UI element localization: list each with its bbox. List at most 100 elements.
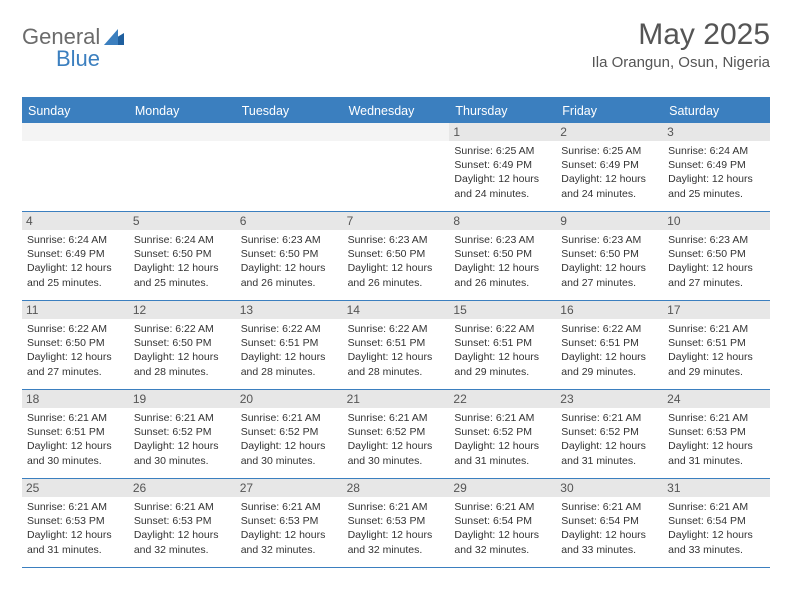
- calendar-cell: 7Sunrise: 6:23 AMSunset: 6:50 PMDaylight…: [343, 212, 450, 300]
- day-info-line: Sunrise: 6:23 AM: [454, 233, 551, 247]
- day-info-line: Sunset: 6:51 PM: [27, 425, 124, 439]
- day-info-line: Sunrise: 6:21 AM: [134, 500, 231, 514]
- day-number: 25: [22, 479, 129, 497]
- day-info: Sunrise: 6:24 AMSunset: 6:50 PMDaylight:…: [134, 233, 231, 290]
- day-info-line: Sunset: 6:53 PM: [668, 425, 765, 439]
- day-info-line: Sunrise: 6:24 AM: [134, 233, 231, 247]
- day-info: Sunrise: 6:24 AMSunset: 6:49 PMDaylight:…: [27, 233, 124, 290]
- calendar-cell: 19Sunrise: 6:21 AMSunset: 6:52 PMDayligh…: [129, 390, 236, 478]
- day-info-line: Daylight: 12 hours: [668, 350, 765, 364]
- day-info-line: and 33 minutes.: [561, 543, 658, 557]
- day-info-line: and 28 minutes.: [134, 365, 231, 379]
- day-info-line: Sunset: 6:49 PM: [27, 247, 124, 261]
- day-number: 12: [129, 301, 236, 319]
- day-info-line: and 24 minutes.: [454, 187, 551, 201]
- day-info-line: Daylight: 12 hours: [134, 439, 231, 453]
- day-info: Sunrise: 6:25 AMSunset: 6:49 PMDaylight:…: [561, 144, 658, 201]
- day-info-line: Sunset: 6:51 PM: [348, 336, 445, 350]
- day-info-line: Daylight: 12 hours: [134, 528, 231, 542]
- day-info-line: Sunset: 6:53 PM: [27, 514, 124, 528]
- day-info-line: Sunset: 6:52 PM: [561, 425, 658, 439]
- calendar-cell: 30Sunrise: 6:21 AMSunset: 6:54 PMDayligh…: [556, 479, 663, 567]
- page-title: May 2025: [592, 18, 770, 52]
- day-info-line: Sunrise: 6:21 AM: [27, 500, 124, 514]
- day-info: Sunrise: 6:23 AMSunset: 6:50 PMDaylight:…: [241, 233, 338, 290]
- day-info-line: Daylight: 12 hours: [348, 439, 445, 453]
- calendar-cell: 26Sunrise: 6:21 AMSunset: 6:53 PMDayligh…: [129, 479, 236, 567]
- calendar-row: 11Sunrise: 6:22 AMSunset: 6:50 PMDayligh…: [22, 301, 770, 390]
- calendar-cell: 31Sunrise: 6:21 AMSunset: 6:54 PMDayligh…: [663, 479, 770, 567]
- brand-blue: Blue: [56, 46, 100, 71]
- day-info-line: Sunset: 6:53 PM: [134, 514, 231, 528]
- day-info-line: Daylight: 12 hours: [561, 350, 658, 364]
- day-info-line: Sunrise: 6:25 AM: [454, 144, 551, 158]
- day-info: Sunrise: 6:21 AMSunset: 6:54 PMDaylight:…: [454, 500, 551, 557]
- day-header: Friday: [556, 99, 663, 123]
- day-info-line: Sunrise: 6:23 AM: [668, 233, 765, 247]
- day-info: Sunrise: 6:21 AMSunset: 6:52 PMDaylight:…: [348, 411, 445, 468]
- day-header: Tuesday: [236, 99, 343, 123]
- day-info-line: Sunset: 6:49 PM: [454, 158, 551, 172]
- calendar-body: 1Sunrise: 6:25 AMSunset: 6:49 PMDaylight…: [22, 123, 770, 568]
- calendar-row: 18Sunrise: 6:21 AMSunset: 6:51 PMDayligh…: [22, 390, 770, 479]
- day-info: Sunrise: 6:21 AMSunset: 6:51 PMDaylight:…: [668, 322, 765, 379]
- day-info-line: Sunrise: 6:21 AM: [668, 322, 765, 336]
- day-number: 4: [22, 212, 129, 230]
- day-info-line: Daylight: 12 hours: [668, 528, 765, 542]
- day-info-line: Sunrise: 6:22 AM: [348, 322, 445, 336]
- day-info: Sunrise: 6:23 AMSunset: 6:50 PMDaylight:…: [668, 233, 765, 290]
- day-info-line: and 29 minutes.: [454, 365, 551, 379]
- day-info-line: Sunset: 6:52 PM: [348, 425, 445, 439]
- calendar-cell: 9 Sunrise: 6:23 AMSunset: 6:50 PMDaylight…: [556, 212, 663, 300]
- day-info-line: Sunset: 6:50 PM: [27, 336, 124, 350]
- calendar-row: 1Sunrise: 6:25 AMSunset: 6:49 PMDaylight…: [22, 123, 770, 212]
- day-info-line: and 30 minutes.: [241, 454, 338, 468]
- day-info-line: and 26 minutes.: [241, 276, 338, 290]
- day-info-line: Sunrise: 6:22 AM: [241, 322, 338, 336]
- day-info-line: and 25 minutes.: [134, 276, 231, 290]
- day-info: Sunrise: 6:22 AMSunset: 6:51 PMDaylight:…: [241, 322, 338, 379]
- calendar-cell: [22, 123, 129, 211]
- day-info: Sunrise: 6:21 AMSunset: 6:53 PMDaylight:…: [348, 500, 445, 557]
- day-number: 16: [556, 301, 663, 319]
- day-info: Sunrise: 6:22 AMSunset: 6:51 PMDaylight:…: [348, 322, 445, 379]
- page-subtitle: Ila Orangun, Osun, Nigeria: [592, 54, 770, 71]
- day-info-line: and 33 minutes.: [668, 543, 765, 557]
- day-info-line: and 28 minutes.: [241, 365, 338, 379]
- day-info: Sunrise: 6:21 AMSunset: 6:53 PMDaylight:…: [134, 500, 231, 557]
- day-number: 21: [343, 390, 450, 408]
- day-info-line: Sunrise: 6:24 AM: [27, 233, 124, 247]
- day-header: Monday: [129, 99, 236, 123]
- day-info: Sunrise: 6:21 AMSunset: 6:51 PMDaylight:…: [27, 411, 124, 468]
- day-info-line: and 28 minutes.: [348, 365, 445, 379]
- day-info-line: and 25 minutes.: [27, 276, 124, 290]
- day-info: Sunrise: 6:21 AMSunset: 6:52 PMDaylight:…: [561, 411, 658, 468]
- day-info: Sunrise: 6:25 AMSunset: 6:49 PMDaylight:…: [454, 144, 551, 201]
- day-info-line: Sunrise: 6:22 AM: [134, 322, 231, 336]
- day-info-line: Daylight: 12 hours: [27, 261, 124, 275]
- day-info-line: and 24 minutes.: [561, 187, 658, 201]
- day-info-line: Sunset: 6:53 PM: [241, 514, 338, 528]
- calendar-cell: 6Sunrise: 6:23 AMSunset: 6:50 PMDaylight…: [236, 212, 343, 300]
- calendar-cell: 3Sunrise: 6:24 AMSunset: 6:49 PMDaylight…: [663, 123, 770, 211]
- header: General May 2025 Ila Orangun, Osun, Nige…: [22, 18, 770, 71]
- day-info-line: Sunset: 6:50 PM: [668, 247, 765, 261]
- day-info-line: Sunset: 6:50 PM: [241, 247, 338, 261]
- day-number: 9: [556, 212, 663, 230]
- day-info-line: Daylight: 12 hours: [241, 350, 338, 364]
- day-info: Sunrise: 6:22 AMSunset: 6:50 PMDaylight:…: [134, 322, 231, 379]
- day-info-line: Sunrise: 6:21 AM: [561, 411, 658, 425]
- day-info-line: Daylight: 12 hours: [561, 528, 658, 542]
- day-info-line: and 27 minutes.: [561, 276, 658, 290]
- day-info-line: and 31 minutes.: [454, 454, 551, 468]
- day-info-line: Daylight: 12 hours: [27, 439, 124, 453]
- calendar-cell: [236, 123, 343, 211]
- day-info: Sunrise: 6:23 AMSunset: 6:50 PMDaylight:…: [348, 233, 445, 290]
- day-info-line: Daylight: 12 hours: [668, 172, 765, 186]
- day-number: 18: [22, 390, 129, 408]
- day-info-line: Sunset: 6:54 PM: [561, 514, 658, 528]
- day-info-line: Daylight: 12 hours: [668, 439, 765, 453]
- day-info: Sunrise: 6:23 AMSunset: 6:50 PMDaylight:…: [561, 233, 658, 290]
- brand-blue-wrap: Blue: [22, 46, 100, 72]
- day-info: Sunrise: 6:21 AMSunset: 6:54 PMDaylight:…: [668, 500, 765, 557]
